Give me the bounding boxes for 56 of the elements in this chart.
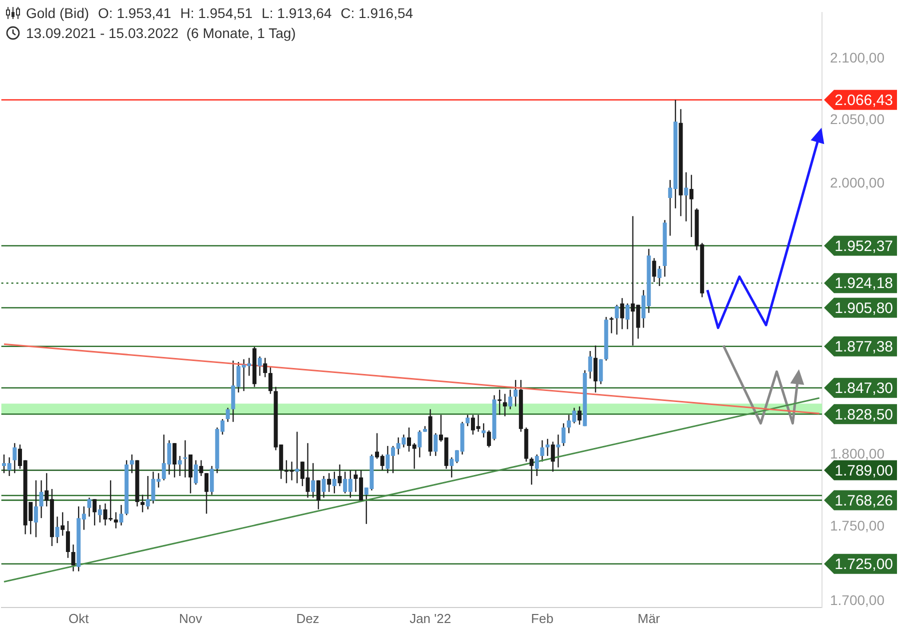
candlestick bbox=[268, 366, 272, 394]
candlestick bbox=[550, 441, 555, 472]
candlestick bbox=[689, 174, 694, 238]
ref-line-label: 1.952,37 bbox=[834, 238, 893, 255]
y-tick-label: 1.750,00 bbox=[830, 518, 885, 534]
text: 13.09.2021 - 15.03.2022 (6 Monate, 1 Tag) bbox=[26, 24, 296, 43]
x-tick-label: Nov bbox=[178, 610, 203, 626]
ref-line-label: 1.905,80 bbox=[834, 300, 893, 317]
candlestick bbox=[114, 512, 118, 529]
candlestick bbox=[172, 442, 177, 478]
x-tick-label: Dez bbox=[296, 610, 320, 626]
candlestick bbox=[140, 494, 145, 513]
ref-line-label: 1.828,50 bbox=[834, 406, 893, 424]
x-tick-label: Feb bbox=[531, 610, 554, 626]
x-tick-label: Mär bbox=[638, 610, 661, 626]
candlestick bbox=[502, 393, 507, 417]
candlestick bbox=[316, 480, 320, 510]
ref-line-label: 1.847,30 bbox=[834, 380, 893, 398]
y-tick-label: 2.050,00 bbox=[830, 111, 885, 128]
candlestick bbox=[594, 344, 598, 394]
candlestick bbox=[226, 407, 230, 422]
ref-line-label: 2.066,43 bbox=[834, 92, 893, 110]
candlestick bbox=[92, 498, 97, 526]
candlestick bbox=[620, 297, 624, 330]
candlestick bbox=[66, 520, 70, 558]
y-tick-label: 1.700,00 bbox=[830, 592, 885, 608]
y-tick-label: 2.100,00 bbox=[830, 49, 885, 66]
candlestick bbox=[562, 422, 566, 447]
y-tick-label: 1.800,00 bbox=[830, 445, 885, 462]
annotation: L: 1.913,64 bbox=[262, 4, 332, 23]
chart-title: Gold (Bid) bbox=[26, 4, 90, 23]
candlestick bbox=[486, 430, 491, 448]
candlestick bbox=[338, 464, 342, 487]
annotation: H: 1.954,51 bbox=[180, 4, 253, 23]
x-tick-label: Okt bbox=[68, 610, 90, 626]
ref-line-label: 1.789,00 bbox=[834, 462, 893, 480]
x-tick-label: Jan '22 bbox=[410, 610, 452, 626]
candlestick bbox=[188, 454, 193, 494]
ref-line-label: 1.725,00 bbox=[834, 556, 893, 573]
annotation: O: 1.953,41 bbox=[98, 4, 172, 23]
candlestick bbox=[652, 258, 656, 283]
candlestick bbox=[498, 389, 502, 416]
candlestick bbox=[199, 460, 204, 477]
ref-line-label: 1.768,26 bbox=[834, 492, 893, 510]
annotation: C: 1.916,54 bbox=[340, 4, 414, 23]
candlestick bbox=[530, 456, 534, 486]
candlestick bbox=[263, 357, 268, 378]
candlestick bbox=[71, 544, 76, 572]
y-tick-label: 2.000,00 bbox=[830, 174, 885, 191]
candlestick bbox=[540, 440, 544, 462]
candlestick bbox=[204, 472, 208, 514]
candlestick bbox=[578, 406, 582, 426]
ref-line-label: 1.877,38 bbox=[834, 338, 893, 356]
candlestick bbox=[60, 512, 65, 536]
candlestick bbox=[327, 472, 332, 492]
ref-line-label: 1.924,18 bbox=[834, 275, 893, 292]
